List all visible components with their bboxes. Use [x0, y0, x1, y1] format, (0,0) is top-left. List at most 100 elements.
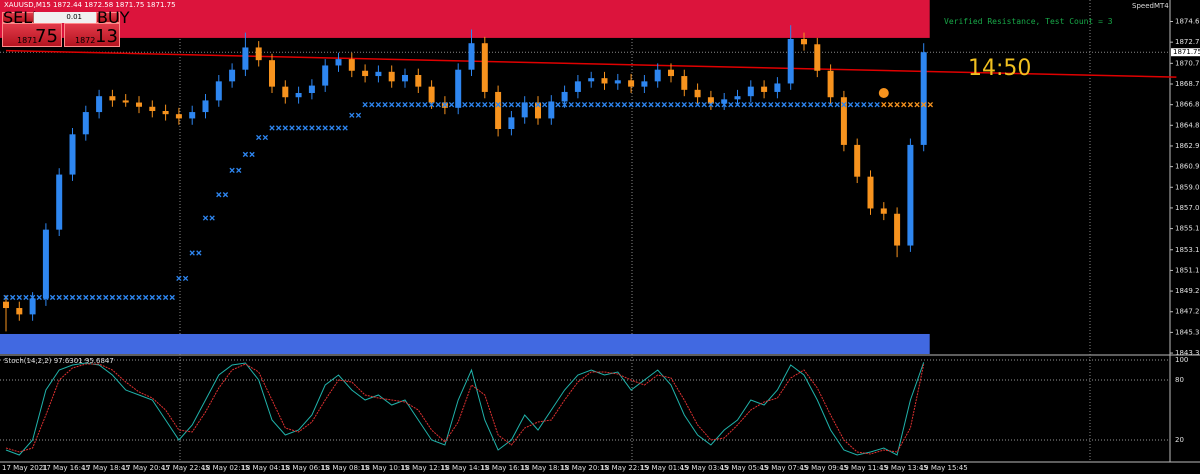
x-tick-label: 17 May 18:45: [82, 464, 130, 472]
signal-marker: [136, 294, 149, 301]
x-tick-label: 19 May 13:45: [880, 464, 928, 472]
signal-marker: [415, 101, 428, 108]
candle-body: [761, 86, 768, 92]
buy-price-big: 13: [95, 26, 118, 47]
signal-marker: [229, 167, 242, 173]
candle-body: [801, 38, 807, 45]
candle-body: [229, 69, 236, 82]
candle-body: [774, 83, 781, 92]
candle-body: [56, 174, 63, 230]
x-tick-label: 19 May 01:45: [640, 464, 688, 472]
signal-marker: [827, 101, 840, 108]
x-tick-label: 19 May 05:45: [720, 464, 768, 472]
sell-price-big: 75: [35, 26, 58, 47]
signal-marker: [442, 101, 455, 108]
signal-marker: [176, 275, 189, 282]
candle-body: [175, 114, 182, 119]
candle-body: [189, 112, 196, 119]
last-price-box: [1171, 48, 1200, 57]
x-tick-label: 18 May 02:15: [202, 464, 250, 472]
signal-marker: [162, 294, 175, 301]
candle-body: [388, 71, 395, 82]
candle-body: [867, 176, 874, 209]
signal-marker: [242, 151, 255, 158]
y-tick-label: 80: [1175, 376, 1184, 384]
y-tick-label: 1847.25: [1175, 308, 1200, 316]
y-tick-label: 1851.15: [1175, 266, 1200, 274]
candle-body: [109, 96, 116, 101]
buy-button[interactable]: BUY: [96, 8, 130, 27]
trendline: [5, 49, 1177, 78]
y-tick-label: 1870.70: [1175, 59, 1200, 67]
signal-marker: [309, 125, 322, 131]
candle-body: [96, 96, 103, 113]
signal-marker: [375, 101, 388, 108]
signal-marker: [468, 101, 481, 108]
sell-price[interactable]: 1871 75: [2, 23, 62, 47]
symbol-info: XAUUSD,M15 1872.44 1872.58 1871.75 1871.…: [4, 1, 176, 9]
signal-marker: [761, 101, 774, 108]
candle-body: [82, 112, 89, 135]
candle-body: [668, 69, 674, 77]
x-tick-label: 18 May 06:15: [281, 464, 329, 472]
candle-body: [747, 86, 754, 97]
candle-body: [402, 74, 408, 82]
buy-price[interactable]: 1872 13: [64, 23, 120, 47]
candle-body: [269, 60, 275, 87]
x-tick-label: 19 May 11:45: [840, 464, 888, 472]
signal-marker: [575, 101, 588, 108]
y-tick-label: 1849.20: [1175, 287, 1200, 295]
y-tick-label: 1874.65: [1175, 18, 1200, 26]
signal-marker: [522, 101, 535, 108]
signal-marker: [96, 294, 109, 301]
buy-price-small: 1872: [75, 36, 96, 45]
signal-marker: [269, 125, 282, 131]
signal-marker: [601, 101, 614, 108]
y-tick-label: 1857.05: [1175, 204, 1200, 212]
signal-marker: [43, 294, 56, 301]
y-tick-label: 1859.00: [1175, 183, 1200, 191]
y-tick-label: 1866.80: [1175, 101, 1200, 109]
x-tick-label: 18 May 18:15: [521, 464, 569, 472]
y-tick-label: 1864.85: [1175, 121, 1200, 129]
candle-body: [561, 91, 568, 102]
signal-marker: [295, 125, 308, 131]
signal-marker: [921, 101, 934, 108]
signal-marker: [109, 294, 122, 301]
signal-marker: [189, 250, 202, 256]
signal-dot: [878, 88, 889, 99]
signal-marker: [3, 294, 16, 301]
signal-marker: [322, 125, 335, 131]
candle-body: [894, 213, 901, 246]
candle-body: [322, 65, 329, 86]
signal-marker: [854, 101, 867, 108]
candle-body: [734, 96, 741, 100]
candle-body: [707, 97, 714, 104]
candle-body: [601, 78, 608, 84]
signal-marker: [69, 294, 82, 301]
candle-body: [29, 298, 36, 315]
x-tick-label: 19 May 07:45: [760, 464, 808, 472]
candle-body: [242, 47, 249, 70]
signal-marker: [894, 101, 907, 108]
candle-body: [495, 91, 502, 130]
y-tick-label: 1862.90: [1175, 142, 1200, 150]
signal-marker: [814, 101, 827, 108]
candle-body: [654, 69, 661, 82]
lot-input[interactable]: 0.01: [34, 12, 96, 23]
candle-body: [854, 144, 861, 177]
timer: 14:50: [968, 56, 1032, 81]
plot-background: [0, 0, 1170, 462]
sell-price-small: 1871: [17, 36, 38, 45]
candle-body: [3, 301, 9, 309]
sell-button[interactable]: SELL: [2, 8, 42, 27]
y-tick-label: 1860.95: [1175, 163, 1200, 171]
x-tick-label: 17 May 2021: [2, 464, 48, 472]
signal-marker: [708, 101, 721, 108]
signal-marker: [788, 101, 801, 108]
x-tick-label: 18 May 12:15: [401, 464, 449, 472]
signal-marker: [428, 101, 441, 108]
candle-body: [69, 134, 76, 175]
signal-marker: [681, 101, 694, 108]
